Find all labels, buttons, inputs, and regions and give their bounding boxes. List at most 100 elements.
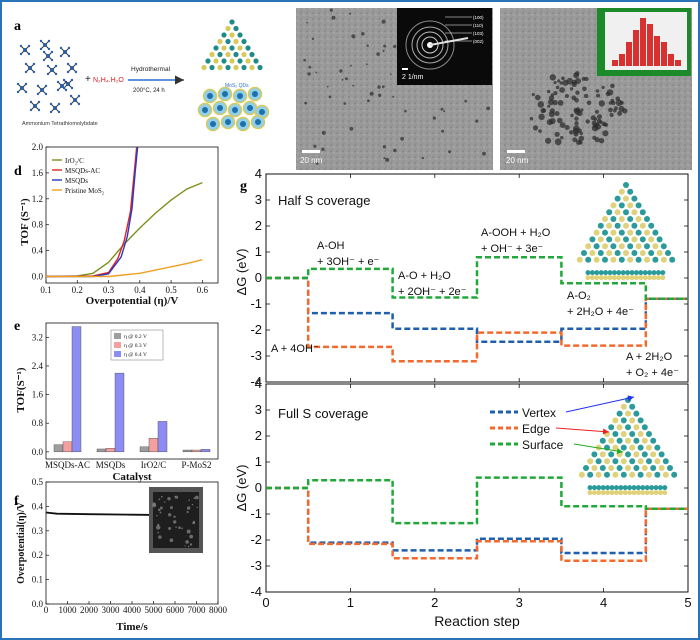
model-atom xyxy=(597,236,604,243)
slab-atom xyxy=(596,485,602,491)
particle xyxy=(329,8,333,12)
particle xyxy=(369,91,374,96)
slab-atom xyxy=(603,275,609,281)
model-atom xyxy=(654,471,661,478)
photo-speck xyxy=(181,527,183,530)
slab-atom xyxy=(649,490,655,496)
model-atom xyxy=(652,229,659,236)
molecule xyxy=(49,102,61,114)
particle xyxy=(367,99,370,103)
photo-speck xyxy=(158,498,161,501)
qd-core xyxy=(217,105,223,111)
photo-speck xyxy=(173,515,176,518)
qd-core xyxy=(232,107,238,113)
particle xyxy=(560,136,564,140)
model-atom xyxy=(644,256,650,263)
pyramid-atom xyxy=(229,45,235,51)
ytick-label-g-0-8: 4 xyxy=(255,166,262,181)
particle xyxy=(383,157,386,160)
slab-atom xyxy=(660,275,666,281)
model-atom xyxy=(650,465,657,471)
ytick-label-d-1: 0.4 xyxy=(32,246,44,256)
particle xyxy=(557,100,564,106)
particle xyxy=(341,78,344,81)
s-atom xyxy=(47,39,51,43)
model-atom xyxy=(639,209,646,216)
xtick-label-e-0: MSQDs-AC xyxy=(45,460,90,470)
particle xyxy=(564,125,570,130)
particle xyxy=(361,32,365,36)
s-atom xyxy=(36,84,40,88)
ytick-label-g-0-4: 0 xyxy=(255,270,262,285)
particle xyxy=(554,131,560,137)
s-atom xyxy=(24,70,28,74)
slab-atom xyxy=(638,270,644,276)
slab-atom xyxy=(629,275,635,281)
model-atom xyxy=(633,451,640,458)
model-atom xyxy=(631,222,638,229)
particle xyxy=(344,77,348,81)
s-atom xyxy=(19,52,23,56)
particle xyxy=(619,100,624,105)
ytick-label-g-0-1: -3 xyxy=(250,348,262,363)
photo-speck xyxy=(175,526,177,528)
pyramid-atom xyxy=(237,32,243,38)
model-atom xyxy=(614,195,621,202)
slab-atom xyxy=(613,485,619,491)
model-atom xyxy=(658,465,665,471)
model-atom xyxy=(625,451,631,458)
model-atom xyxy=(654,458,661,465)
panel-e: e 0.0 0.8 1.6 2.4 3.2 MSQDs-AC MSQDs IrO2/C P-Mo… xyxy=(14,319,219,483)
legend-e: η @ 0.2 V η @ 0.3 V η @ 0.4 V xyxy=(110,329,164,361)
model-atom xyxy=(671,471,678,478)
model-atom xyxy=(629,471,636,478)
photo-speck xyxy=(174,495,176,498)
slab-atom xyxy=(647,270,653,276)
s-atom xyxy=(27,52,31,56)
model-atom xyxy=(610,256,617,263)
slab-atom xyxy=(598,275,604,281)
particle xyxy=(393,44,397,49)
s-atom xyxy=(62,78,66,82)
model-atom xyxy=(616,437,623,444)
photo-speck xyxy=(193,497,196,500)
s-atom xyxy=(64,88,68,92)
panel-d-letter: d xyxy=(14,164,22,179)
model-atom xyxy=(625,437,631,444)
annotation-10: + O₂ + 4e⁻ xyxy=(626,367,679,379)
series-d-line-0 xyxy=(45,181,203,278)
particle xyxy=(585,119,590,124)
model-atom xyxy=(623,236,629,243)
particle xyxy=(548,99,555,106)
particle xyxy=(540,107,546,114)
histogram-bars xyxy=(612,18,681,66)
photo-texture xyxy=(152,495,199,548)
particle xyxy=(554,138,562,146)
model-atom xyxy=(593,256,600,263)
histogram-bar-4 xyxy=(640,18,646,66)
pyramid-atom xyxy=(221,45,227,51)
bar-e-2-2 xyxy=(157,421,168,453)
s-atom xyxy=(16,90,20,94)
mos2-model xyxy=(578,397,678,496)
model-atom xyxy=(606,209,613,216)
pyramid-atom xyxy=(245,58,251,64)
particle xyxy=(617,111,622,116)
model-atom xyxy=(610,229,617,236)
pyramid-atom xyxy=(233,25,239,32)
model-atom xyxy=(585,243,592,250)
annotation-9: A + 2H₂O xyxy=(626,351,673,363)
s-atom xyxy=(67,54,71,58)
subtitle-half-coverage: Half S coverage xyxy=(278,193,371,208)
mo-atom xyxy=(63,50,67,54)
pyramid-atom xyxy=(213,45,219,51)
slab-atom xyxy=(616,275,622,281)
molecule xyxy=(39,39,51,51)
saed-scale-label: 2 1/nm xyxy=(402,74,424,81)
ytick-label-f-5: 0.5 xyxy=(32,477,44,487)
series-d xyxy=(45,146,203,278)
slab-atom xyxy=(589,270,595,276)
ytick-label-g-1-4: 0 xyxy=(255,480,262,495)
plot-frame-d xyxy=(45,146,219,284)
